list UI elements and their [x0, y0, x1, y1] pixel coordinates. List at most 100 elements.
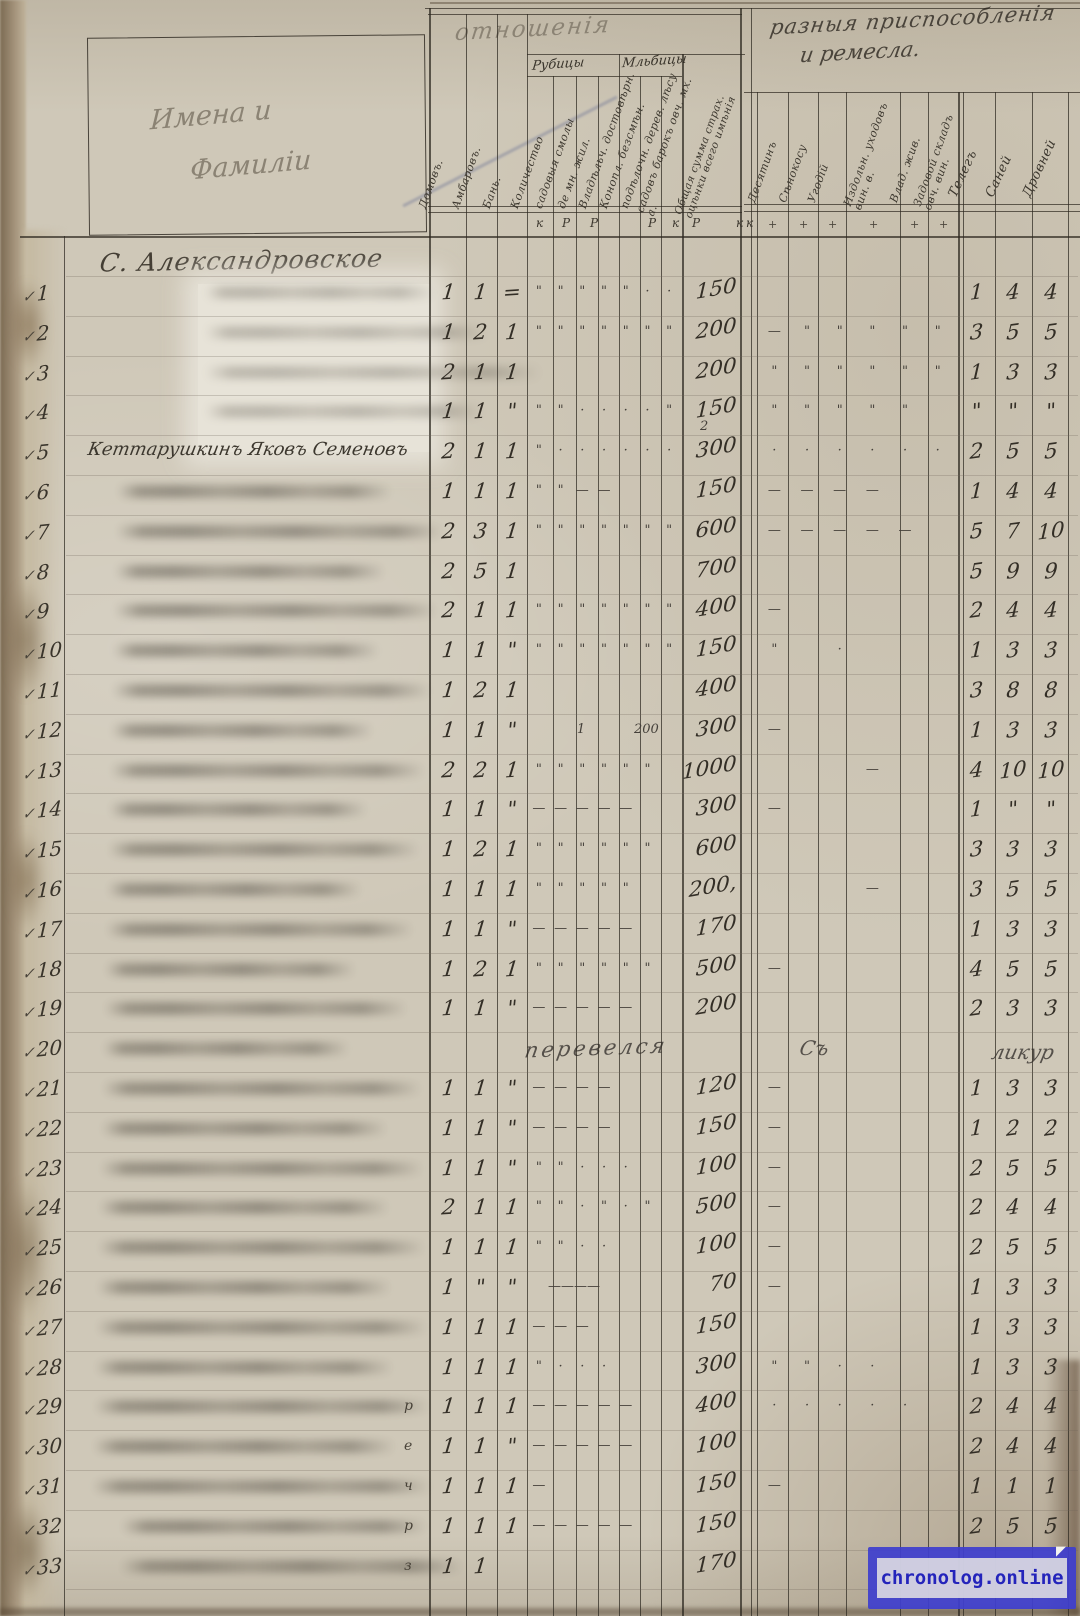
- ditto-mark: —: [532, 1478, 546, 1493]
- cell-right-value: 4: [1043, 597, 1059, 624]
- cell-sum-note: 2: [700, 419, 709, 435]
- plus-tick: +: [910, 218, 920, 231]
- ditto-mark: [856, 1239, 889, 1254]
- ditto-mark: ·: [580, 1239, 585, 1255]
- right-ditto-marks: —: [758, 961, 954, 976]
- ditto-mark: —: [767, 483, 781, 498]
- cell-right-value: 10: [1037, 755, 1065, 784]
- ditto-mark: ": [622, 522, 629, 538]
- ditto-mark: [921, 961, 954, 976]
- ditto-mark: [921, 1160, 954, 1175]
- ditto-marks: — — — —: [528, 1120, 680, 1135]
- row-rule-line: [66, 315, 1078, 317]
- ditto-mark: ·: [772, 1398, 777, 1414]
- ditto-mark: ": [535, 403, 542, 419]
- row-rule-line: [66, 1549, 1078, 1551]
- cell-sum: 120: [695, 1069, 738, 1100]
- row-number: 10: [36, 637, 63, 664]
- ditto-mark: —: [575, 801, 589, 817]
- unit-mark: к: [736, 216, 744, 230]
- cell-sum: 150: [695, 1108, 738, 1140]
- cell-right-value: 1: [969, 279, 984, 305]
- cell-value: ": [505, 797, 519, 822]
- cell-value: 1: [503, 1513, 521, 1539]
- ditto-mark: [856, 1160, 889, 1175]
- ditto-mark: [921, 1199, 954, 1214]
- ditto-mark: [921, 1279, 954, 1294]
- ditto-mark: [921, 1080, 954, 1095]
- table-horizontal-line: [744, 204, 1080, 205]
- table-row: ✓15 1 2 1 " " " " " " 600 3 3 3: [0, 830, 1080, 873]
- row-rule-line: [66, 1390, 1078, 1392]
- ditto-mark: [889, 1120, 922, 1135]
- cell-right-value: 3: [1043, 1353, 1059, 1380]
- table-row: ✓16 1 1 1 " " " " " 200, —3 5 5: [0, 870, 1080, 913]
- row-name-blurred: [205, 405, 484, 419]
- row-name-blurred: [104, 1002, 408, 1016]
- ditto-mark: [637, 1120, 659, 1135]
- cell-right-value: 5: [1005, 955, 1021, 982]
- plus-tick: +: [828, 218, 838, 231]
- watermark-link[interactable]: ◤ chronolog.online: [868, 1544, 1076, 1609]
- table-row: ✓18 1 2 1 " " " " " " 500—4 5 5: [0, 950, 1080, 993]
- cell-right-value: 4: [1043, 1194, 1059, 1221]
- cell-sum: 500: [695, 1188, 738, 1220]
- ditto-mark: ": [902, 323, 909, 339]
- row-rule-line: [66, 833, 1078, 835]
- check-icon: ✓: [21, 525, 36, 546]
- cell-value: 1: [440, 796, 457, 822]
- row-name-blurred: [99, 1201, 390, 1215]
- cell-value: 1: [440, 836, 457, 862]
- row-name: Кеттарушкинъ Яковъ Семеновъ: [86, 439, 410, 461]
- privacy-blur-patch: [198, 284, 430, 452]
- table-row: ✓8 2 5 1 700 5 9 9: [0, 552, 1080, 595]
- cell-value: 1: [440, 916, 457, 942]
- cell-right-value: 1: [1043, 1473, 1059, 1499]
- cell-value: 2: [440, 757, 457, 783]
- ditto-mark: ": [622, 602, 629, 618]
- ditto-mark: ·: [623, 403, 628, 419]
- cell-right-value: 5: [1005, 1512, 1021, 1539]
- cell-value: 1: [503, 1354, 521, 1380]
- unit-mark: Р: [648, 216, 657, 230]
- ditto-mark: [889, 801, 922, 816]
- cell-value: 1: [472, 1473, 489, 1499]
- ditto-mark: ·: [645, 403, 650, 419]
- table-horizontal-line: [425, 8, 1080, 9]
- ditto-mark: ": [601, 881, 607, 896]
- cell-value: 1: [472, 478, 489, 504]
- cell-right-value: 3: [1043, 836, 1059, 863]
- cell-value: 1: [472, 398, 489, 424]
- cell-value: 1: [440, 637, 457, 663]
- ditto-marks: — — — —: [528, 1080, 680, 1095]
- row-number: 18: [36, 955, 63, 983]
- ditto-marks: — — — — —: [528, 1518, 680, 1533]
- cell-right-value: 3: [1005, 915, 1021, 942]
- check-icon: ✓: [21, 485, 36, 506]
- ditto-mark: ·: [645, 284, 650, 299]
- row-name-blurred: [205, 365, 541, 379]
- row-name-blurred: [113, 644, 380, 658]
- ditto-mark: [889, 1199, 922, 1214]
- check-icon: ✓: [21, 1043, 36, 1063]
- row-number: 6: [36, 479, 50, 505]
- ditto-marks: " " " " " " ": [528, 523, 680, 538]
- ditto-mark: —: [619, 801, 633, 817]
- ditto-mark: —: [575, 1080, 589, 1095]
- ditto-mark: ": [644, 960, 651, 976]
- check-icon: ✓: [21, 1281, 36, 1302]
- cell-right-value: 3: [1043, 358, 1059, 385]
- row-number: 1: [36, 280, 50, 306]
- ditto-mark: [791, 762, 824, 777]
- cell-value: 1: [472, 597, 489, 623]
- check-icon: ✓: [21, 1441, 36, 1461]
- ditto-mark: —: [532, 920, 546, 936]
- ditto-mark: —: [800, 483, 814, 498]
- cell-right-value: 7: [1005, 517, 1021, 544]
- cell-right-value: 4: [1005, 1433, 1021, 1460]
- row-number: 25: [36, 1234, 63, 1261]
- ditto-marks: " " — —: [528, 483, 680, 498]
- check-icon: ✓: [21, 565, 36, 585]
- row-number: 15: [36, 836, 63, 863]
